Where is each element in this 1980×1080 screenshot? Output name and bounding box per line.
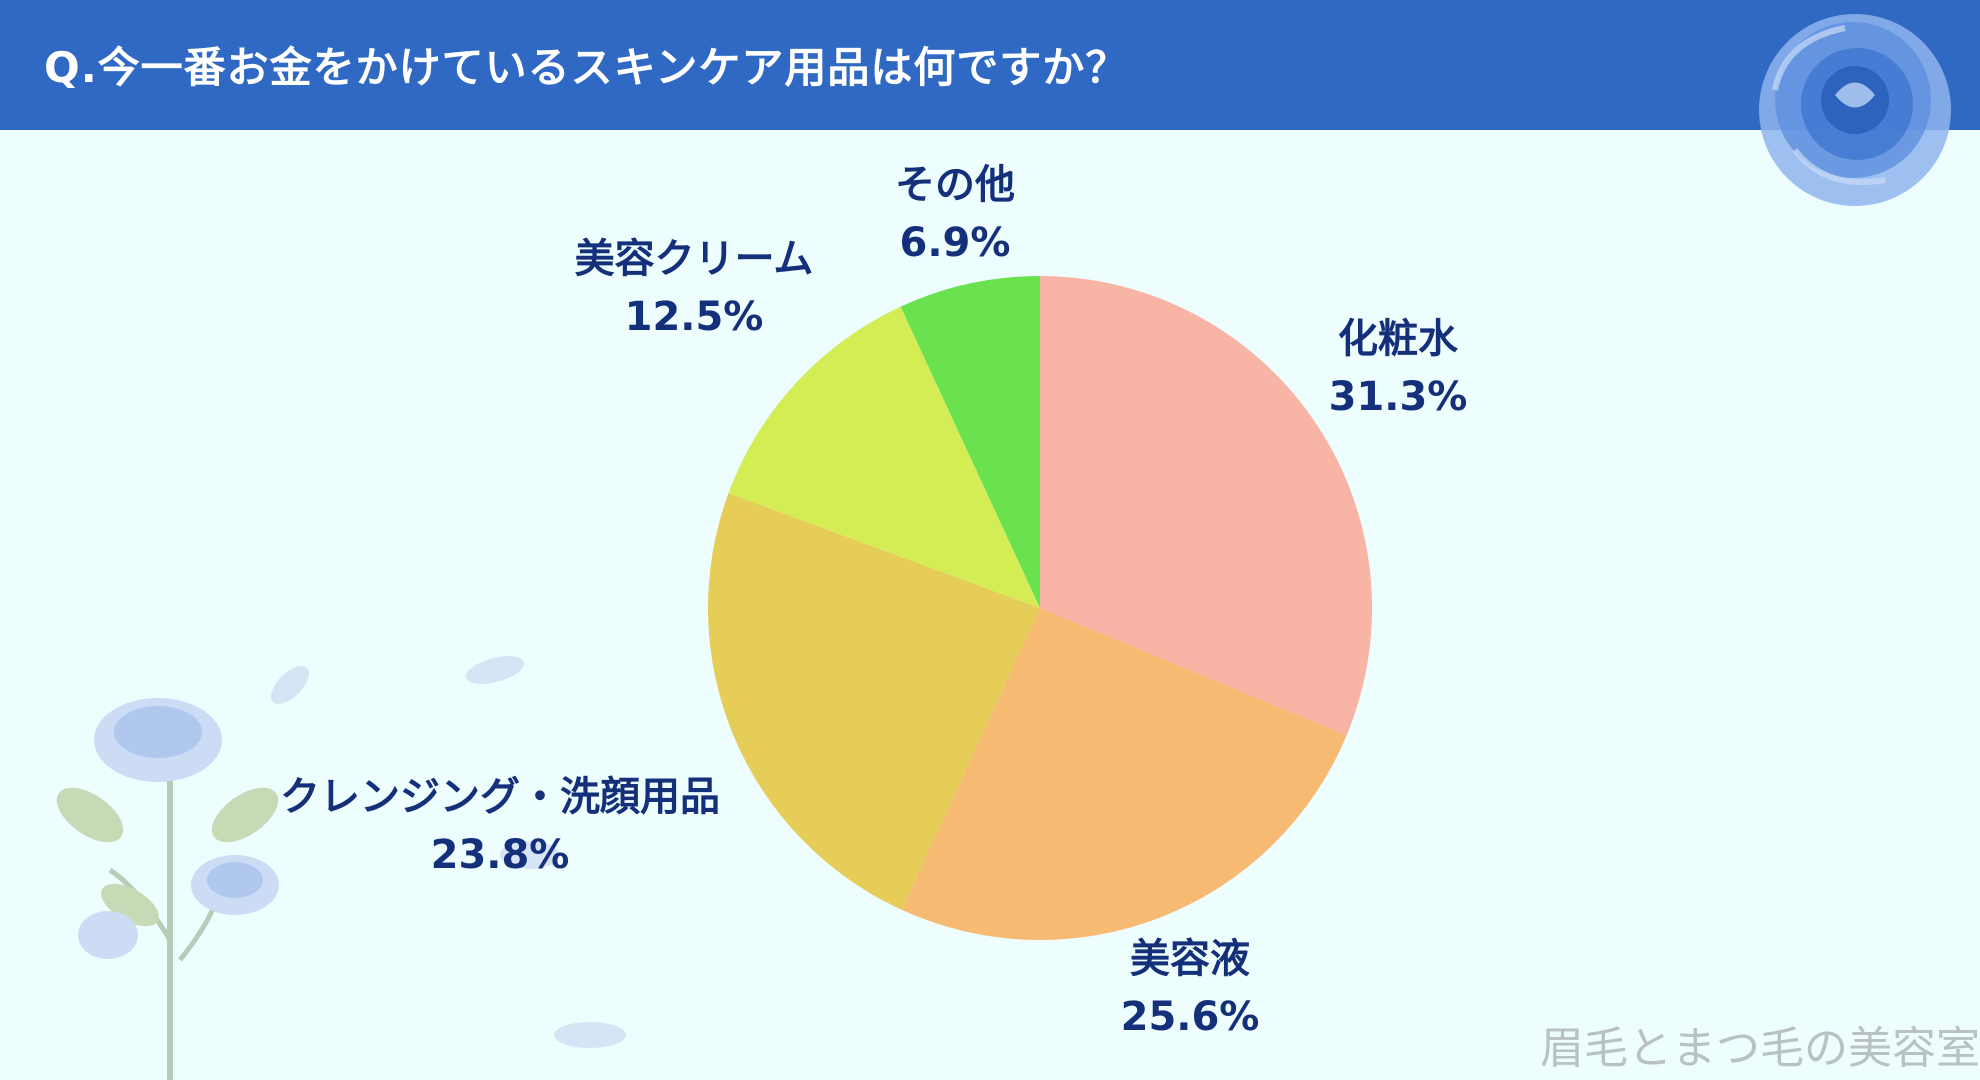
- slice-value-label: 23.8%: [431, 832, 570, 878]
- slice-value-label: 6.9%: [900, 220, 1011, 266]
- page-title: Q.今一番お金をかけているスキンケア用品は何ですか？: [44, 43, 1129, 92]
- pie-slice-1: [901, 608, 1347, 940]
- watermark-text: 眉毛とまつ毛の美容室: [1540, 1023, 1980, 1074]
- slice-category-label: その他: [895, 162, 1015, 208]
- pie-slices: [707, 276, 1372, 940]
- slice-category-label: 化粧水: [1338, 316, 1459, 362]
- slice-category-label: 美容液: [1130, 936, 1250, 982]
- slice-value-label: 25.6%: [1121, 994, 1260, 1040]
- rose-decoration-bottom-left: [56, 656, 560, 1080]
- slice-category-label: クレンジング・洗顔用品: [280, 774, 720, 820]
- pie-labels: 化粧水 31.3% 美容液 25.6% クレンジング・洗顔用品 23.8% 美容クリーム 12…: [280, 162, 1467, 1040]
- header-bar: Q.今一番お金をかけているスキンケア用品は何ですか？: [0, 0, 1980, 130]
- petal-decoration: [554, 1022, 626, 1048]
- rose-decoration-top-right: [1759, 14, 1951, 206]
- pie-slice-2: [707, 493, 1040, 910]
- slice-category-label: 美容クリーム: [575, 236, 814, 282]
- slice-value-label: 12.5%: [625, 294, 764, 340]
- pie-slice-4: [900, 276, 1040, 608]
- pie-slice-3: [728, 306, 1040, 608]
- slice-value-label: 31.3%: [1329, 374, 1468, 420]
- pie-slice-0: [1040, 276, 1372, 736]
